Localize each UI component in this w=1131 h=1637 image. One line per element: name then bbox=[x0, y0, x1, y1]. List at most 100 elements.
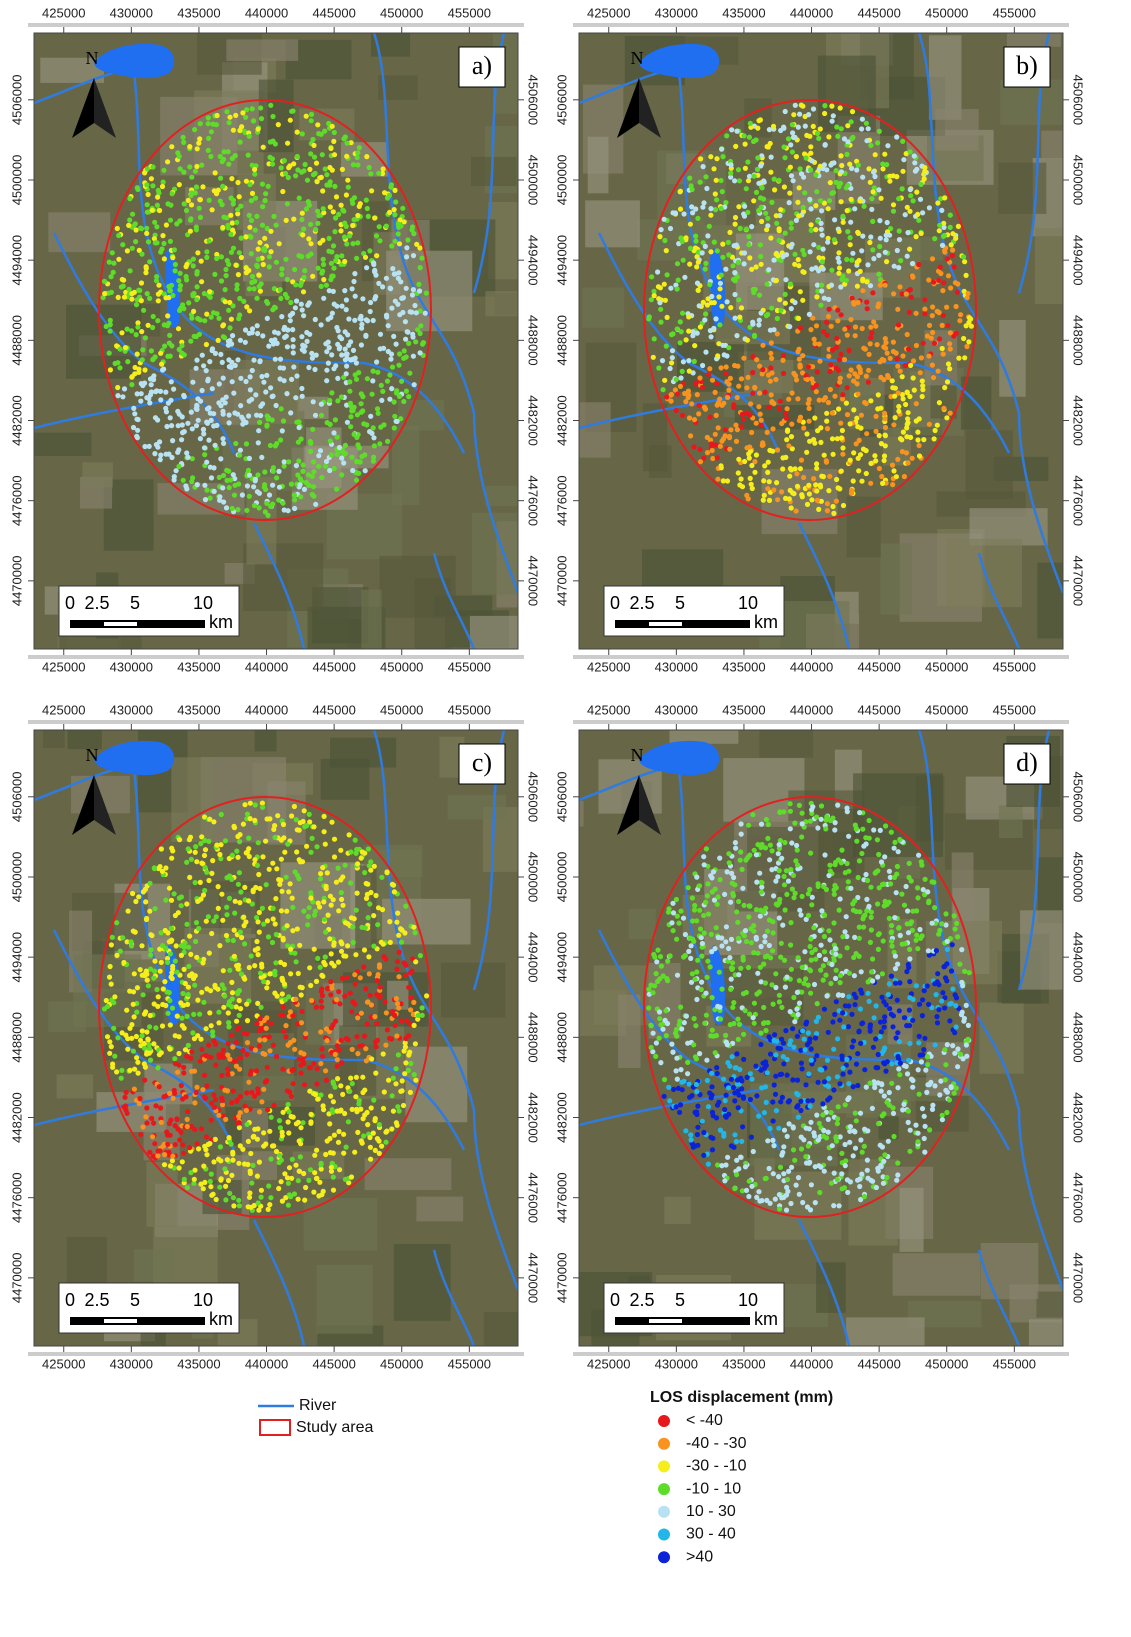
displacement-point bbox=[172, 474, 177, 479]
displacement-point bbox=[140, 1028, 145, 1033]
displacement-point bbox=[748, 121, 753, 126]
axis-strip bbox=[573, 23, 1069, 27]
displacement-point bbox=[189, 175, 194, 180]
displacement-point bbox=[411, 253, 416, 258]
displacement-point bbox=[900, 139, 905, 144]
displacement-point bbox=[156, 994, 161, 999]
displacement-point bbox=[864, 138, 869, 143]
y-tick-label: 4476000 bbox=[9, 475, 24, 526]
displacement-point bbox=[381, 1051, 386, 1056]
displacement-point bbox=[783, 277, 788, 282]
displacement-point bbox=[705, 450, 710, 455]
displacement-point bbox=[236, 1198, 241, 1203]
x-tick-label: 455000 bbox=[993, 5, 1036, 20]
displacement-point bbox=[736, 470, 741, 475]
displacement-point bbox=[253, 1048, 258, 1053]
displacement-point bbox=[227, 325, 232, 330]
displacement-point bbox=[652, 293, 657, 298]
displacement-point bbox=[308, 222, 313, 227]
displacement-point bbox=[762, 180, 767, 185]
displacement-point bbox=[864, 471, 869, 476]
displacement-point bbox=[292, 497, 297, 502]
displacement-point bbox=[194, 920, 199, 925]
displacement-point bbox=[340, 1092, 345, 1097]
displacement-point bbox=[795, 396, 800, 401]
displacement-point bbox=[353, 982, 358, 987]
displacement-point bbox=[140, 1033, 145, 1038]
y-tick-label: 4482000 bbox=[9, 395, 24, 446]
displacement-point bbox=[311, 484, 316, 489]
displacement-point bbox=[734, 1051, 739, 1056]
displacement-point bbox=[264, 985, 269, 990]
displacement-point bbox=[803, 124, 808, 129]
basemap-patch bbox=[715, 311, 790, 344]
displacement-point bbox=[304, 844, 309, 849]
displacement-point bbox=[668, 366, 673, 371]
displacement-point bbox=[148, 376, 153, 381]
displacement-point bbox=[184, 208, 189, 213]
displacement-point bbox=[844, 257, 849, 262]
displacement-point bbox=[333, 1019, 338, 1024]
displacement-point bbox=[359, 342, 364, 347]
displacement-point bbox=[297, 425, 302, 430]
x-tick-label: 450000 bbox=[380, 659, 423, 674]
displacement-point bbox=[767, 498, 772, 503]
displacement-point bbox=[276, 1186, 281, 1191]
displacement-point bbox=[170, 1006, 175, 1011]
displacement-point bbox=[259, 455, 264, 460]
displacement-point bbox=[147, 444, 152, 449]
displacement-point bbox=[129, 1036, 134, 1041]
displacement-point bbox=[698, 459, 703, 464]
y-tick-label: 4470000 bbox=[9, 556, 24, 607]
displacement-point bbox=[871, 189, 876, 194]
displacement-point bbox=[408, 970, 413, 975]
displacement-point bbox=[213, 1042, 218, 1047]
displacement-point bbox=[708, 154, 713, 159]
displacement-point bbox=[227, 115, 232, 120]
displacement-point bbox=[367, 248, 372, 253]
displacement-point bbox=[297, 196, 302, 201]
displacement-point bbox=[724, 353, 729, 358]
displacement-point bbox=[202, 452, 207, 457]
displacement-point bbox=[355, 861, 360, 866]
displacement-point bbox=[694, 239, 699, 244]
displacement-point bbox=[177, 1137, 182, 1142]
displacement-point bbox=[365, 318, 370, 323]
displacement-point bbox=[230, 333, 235, 338]
displacement-point bbox=[262, 1037, 267, 1042]
displacement-point bbox=[257, 1109, 262, 1114]
displacement-point bbox=[705, 233, 710, 238]
displacement-point bbox=[144, 182, 149, 187]
displacement-point bbox=[237, 194, 242, 199]
displacement-point bbox=[718, 444, 723, 449]
displacement-point bbox=[346, 1119, 351, 1124]
displacement-point bbox=[295, 926, 300, 931]
displacement-point bbox=[647, 314, 652, 319]
displacement-point bbox=[198, 436, 203, 441]
displacement-point bbox=[328, 179, 333, 184]
displacement-point bbox=[374, 1021, 379, 1026]
displacement-point bbox=[148, 1013, 153, 1018]
displacement-point bbox=[377, 962, 382, 967]
displacement-point bbox=[713, 316, 718, 321]
displacement-point bbox=[356, 1101, 361, 1106]
displacement-point bbox=[359, 454, 364, 459]
displacement-point bbox=[726, 240, 731, 245]
displacement-point bbox=[918, 197, 923, 202]
displacement-point bbox=[820, 233, 825, 238]
displacement-point bbox=[819, 288, 824, 293]
displacement-point bbox=[198, 215, 203, 220]
displacement-point bbox=[299, 992, 304, 997]
displacement-point bbox=[704, 186, 709, 191]
displacement-point bbox=[211, 411, 216, 416]
displacement-point bbox=[204, 1026, 209, 1031]
displacement-point bbox=[179, 351, 184, 356]
displacement-point bbox=[771, 1002, 776, 1007]
displacement-point bbox=[878, 375, 883, 380]
displacement-point bbox=[394, 1066, 399, 1071]
displacement-point bbox=[742, 261, 747, 266]
displacement-point bbox=[277, 485, 282, 490]
displacement-point bbox=[350, 1047, 355, 1052]
displacement-point bbox=[381, 942, 386, 947]
displacement-point bbox=[789, 422, 794, 427]
